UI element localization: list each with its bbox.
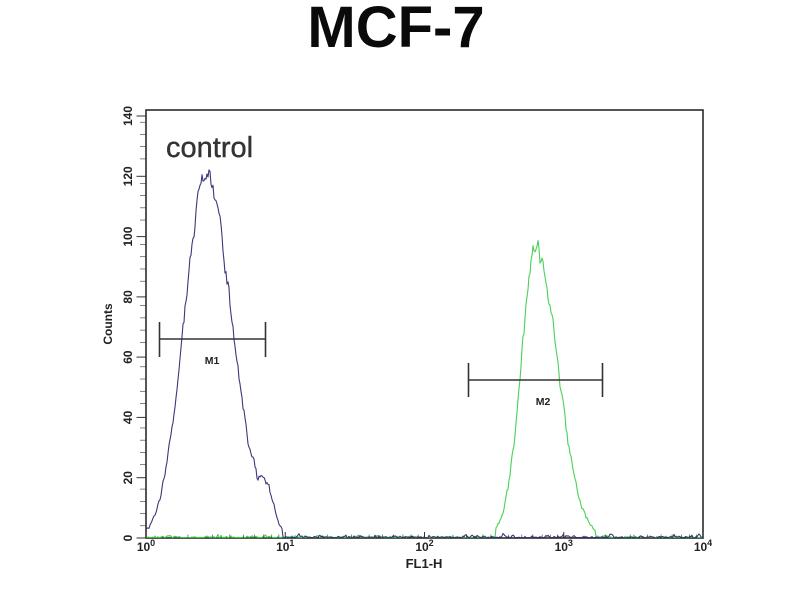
svg-text:102: 102 xyxy=(415,538,433,554)
svg-text:M1: M1 xyxy=(205,355,220,367)
svg-text:101: 101 xyxy=(276,538,294,554)
svg-text:80: 80 xyxy=(121,290,135,304)
svg-text:40: 40 xyxy=(121,410,135,424)
svg-text:20: 20 xyxy=(121,471,135,485)
svg-text:M2: M2 xyxy=(536,396,551,408)
svg-text:140: 140 xyxy=(121,106,135,126)
svg-text:104: 104 xyxy=(694,538,712,554)
svg-text:FL1-H: FL1-H xyxy=(406,556,443,571)
svg-text:control: control xyxy=(166,132,253,164)
svg-text:100: 100 xyxy=(137,538,155,554)
svg-text:Counts: Counts xyxy=(101,303,115,345)
svg-text:0: 0 xyxy=(121,534,135,541)
svg-text:100: 100 xyxy=(121,226,135,246)
svg-text:120: 120 xyxy=(121,166,135,186)
svg-text:60: 60 xyxy=(121,350,135,364)
svg-text:103: 103 xyxy=(555,538,573,554)
